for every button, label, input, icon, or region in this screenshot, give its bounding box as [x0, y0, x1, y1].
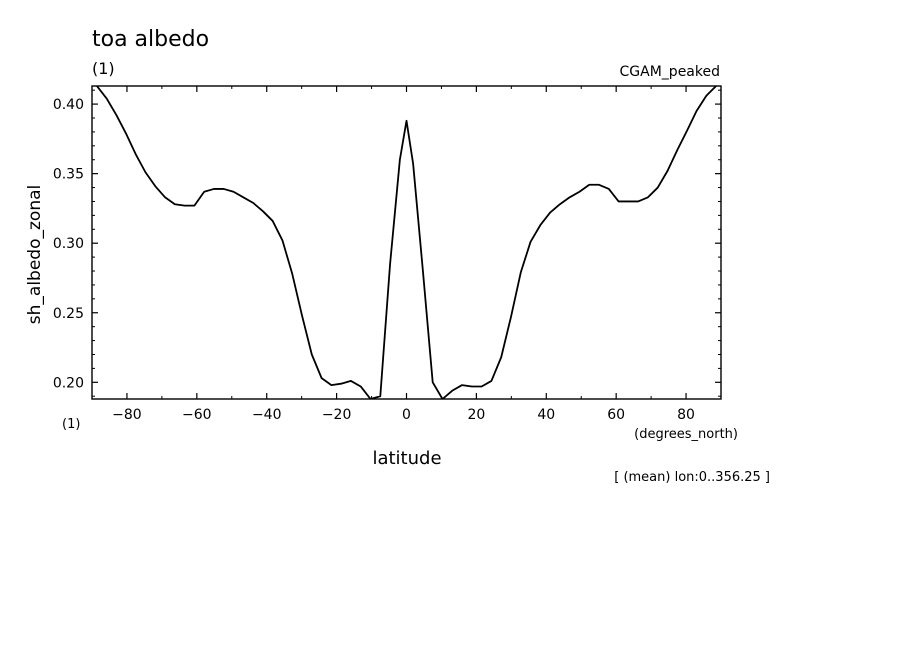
y-tick-label: 0.35 — [53, 167, 84, 183]
x-tick-label: 80 — [677, 407, 695, 423]
x-axis-label: latitude — [372, 448, 441, 469]
x-tick-labels: −80 −60 −40 −20 0 20 40 60 80 — [112, 407, 695, 423]
y-axis-label: sh_albedo_zonal — [25, 185, 45, 324]
x-tick-label: 40 — [537, 407, 555, 423]
series-group — [96, 86, 717, 399]
x-tick-label: 60 — [607, 407, 625, 423]
x-tick-label: 0 — [402, 407, 411, 423]
y-axis-unit: (1) — [62, 417, 80, 432]
x-tick-label: −60 — [182, 407, 212, 423]
series-line — [96, 86, 717, 399]
x-tick-label: 20 — [467, 407, 485, 423]
x-tick-label: −80 — [112, 407, 142, 423]
y-tick-label: 0.30 — [53, 236, 84, 252]
x-tick-label: −40 — [252, 407, 282, 423]
averaging-note: [ (mean) lon:0..356.25 ] — [614, 470, 770, 485]
x-tick-label: −20 — [322, 407, 352, 423]
chart-subtitle-left: (1) — [92, 59, 115, 78]
plot-frame — [91, 85, 722, 400]
chart-subtitle-right: CGAM_peaked — [620, 64, 720, 80]
y-tick-label: 0.20 — [53, 375, 84, 391]
y-tick-labels: 0.20 0.25 0.30 0.35 0.40 — [53, 97, 84, 391]
axis-ticks — [91, 86, 722, 399]
chart-title: toa albedo — [92, 27, 209, 52]
y-tick-label: 0.40 — [53, 97, 84, 113]
x-axis-unit: (degrees_north) — [634, 427, 738, 442]
y-tick-label: 0.25 — [53, 306, 84, 322]
